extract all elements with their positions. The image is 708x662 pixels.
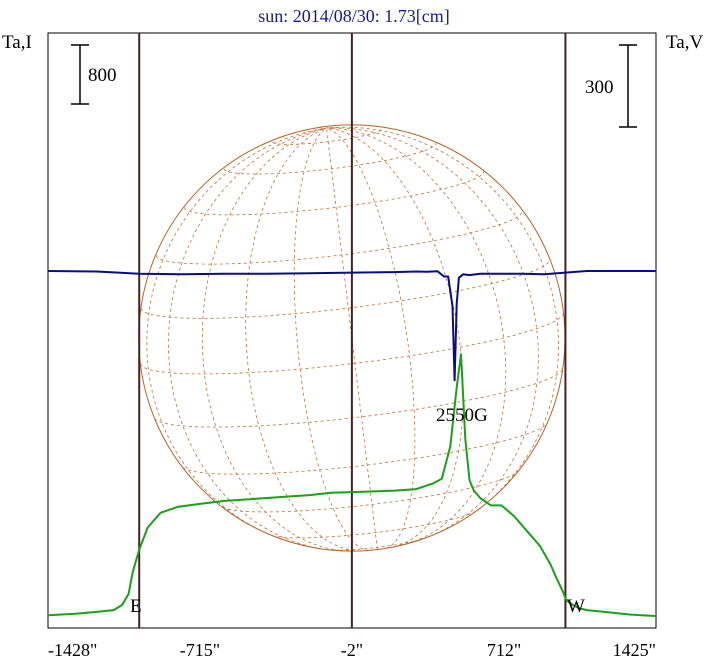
left-axis-label: Ta,I [2,32,32,53]
parallel-line [327,537,426,551]
parallel-line [272,128,383,145]
meridian-line [168,127,330,551]
west-limb-label: W [567,596,585,617]
meridian-line [326,127,539,539]
x-tick-label: 712" [487,640,521,660]
parallel-line [140,258,551,319]
x-tick-label: -715" [180,640,220,660]
meridian-line [326,126,560,518]
parallel-line [271,510,477,539]
field-strength-annotation: 2550G [436,405,488,426]
meridian-line [326,127,378,550]
right-scale-bar-label: 300 [585,77,614,98]
parallel-line [184,171,484,216]
parallel-line [182,423,548,475]
right-axis-label: Ta,V [666,32,703,53]
meridian-line [326,127,464,548]
series-line-ta-v [47,270,656,382]
limb-lines [138,33,567,628]
parallel-line [223,143,437,175]
x-tick-label: -1428" [48,640,97,660]
meridian-line [245,127,361,552]
right-scale-bar [619,44,637,128]
meridian-line [326,127,416,549]
x-axis-ticks: -1428" -715" -2" 712" 1425" [48,640,656,660]
parallel-line [154,368,564,428]
series-group [47,270,657,617]
parallel-line [222,471,519,513]
left-scale-bar-label: 800 [88,65,117,86]
east-limb-label: E [130,596,142,617]
left-scale-bar [71,44,89,105]
series-line-ta-i [47,353,657,617]
parallel-line [155,210,523,265]
chart-title: sun: 2014/08/30: 1.73[cm] [258,6,450,26]
x-tick-label: 1425" [613,640,656,660]
meridian-line [146,127,327,540]
solar-disk [138,124,566,552]
meridian-line [201,127,347,552]
x-tick-label: -2" [341,640,363,660]
meridian-line [293,127,369,551]
meridian-line [326,127,507,544]
parallel-line [139,312,564,375]
